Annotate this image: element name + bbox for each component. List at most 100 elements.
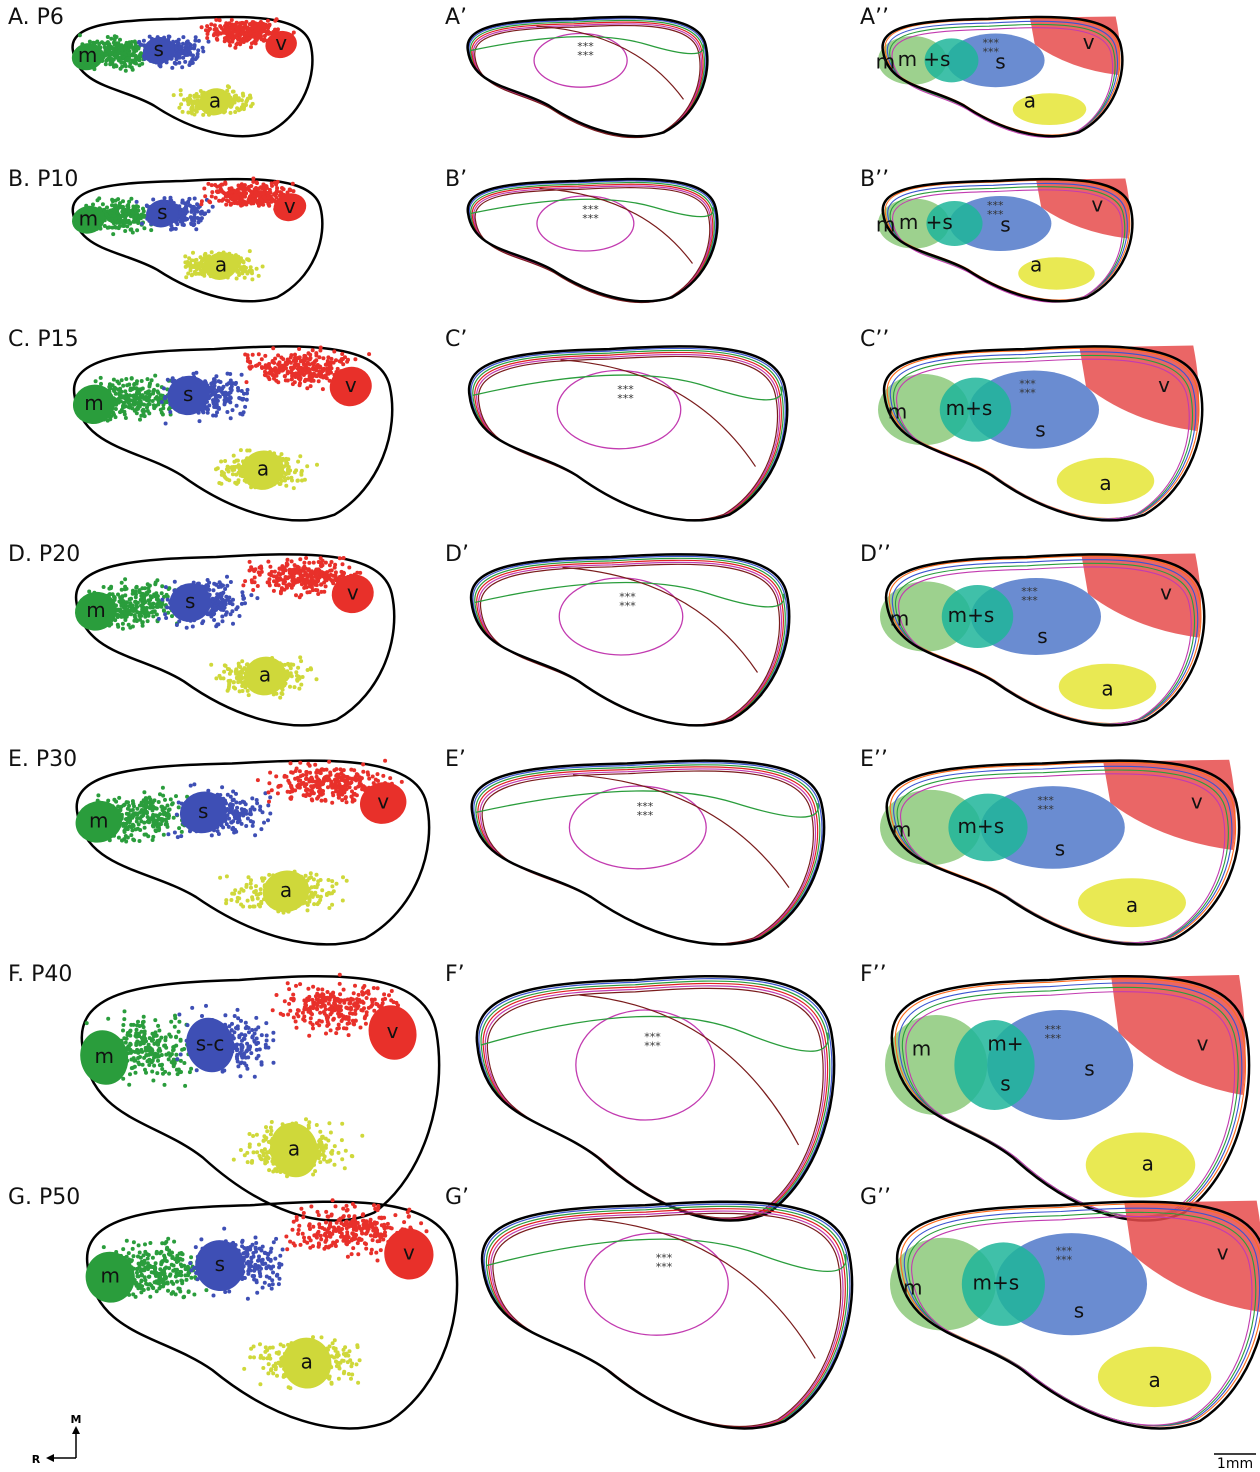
panel-label: E’’ (860, 747, 888, 772)
cell-dot (231, 90, 235, 94)
cell-dot (117, 836, 121, 840)
cell-dot (249, 565, 253, 569)
cell-dot (200, 25, 204, 29)
cell-dot (200, 621, 204, 625)
cell-dot (323, 798, 327, 802)
cell-dot (190, 58, 194, 62)
cell-dot (152, 406, 156, 410)
cell-dot (243, 269, 247, 273)
cell-dot (255, 181, 259, 185)
cell-dot (215, 37, 219, 41)
cell-dot (168, 410, 172, 414)
cell-dot (166, 598, 170, 602)
cell-dot (278, 360, 282, 364)
cell-dot (196, 48, 200, 52)
cell-dot (224, 194, 228, 198)
cell-dot (203, 253, 207, 257)
cell-dot (260, 357, 264, 361)
cell-dot (307, 367, 311, 371)
cell-dot (188, 94, 192, 98)
cell-dot (188, 197, 192, 201)
cell-dot (234, 190, 238, 194)
cell-dot (283, 374, 287, 378)
cell-dot (223, 24, 227, 28)
cell-dot (273, 366, 277, 370)
cell-dot (237, 108, 241, 112)
panel-label: C’’ (860, 327, 889, 352)
cell-dot (138, 53, 142, 57)
cell-dot (105, 58, 109, 62)
cell-dot (211, 205, 215, 209)
cell-dot (293, 363, 297, 367)
cell-dot (137, 822, 141, 826)
cell-dot (130, 604, 134, 608)
panel-label: B’ (445, 167, 467, 192)
cell-dot (124, 69, 128, 73)
cell-dot (286, 779, 290, 783)
cell-dot (175, 623, 179, 627)
cell-dot (221, 825, 225, 829)
cell-dot (265, 186, 269, 190)
cell-dot (185, 217, 189, 221)
cell-dot (294, 468, 298, 472)
cell-dot (214, 196, 218, 200)
cell-dot (240, 31, 244, 35)
cell-dot (101, 202, 105, 206)
cell-dot (151, 610, 155, 614)
cell-dot (235, 31, 239, 35)
cell-dot (320, 570, 324, 574)
cell-dot (127, 604, 131, 608)
area-label: v (1083, 30, 1095, 54)
cell-dot (266, 803, 270, 807)
cell-dot (290, 559, 294, 563)
area-v (1036, 179, 1130, 239)
cell-dot (320, 582, 324, 586)
cell-dot (298, 655, 302, 659)
cell-dot (209, 615, 213, 619)
area-label: a (209, 88, 221, 112)
cell-dot (287, 575, 291, 579)
cell-dot (227, 199, 231, 203)
cell-dot (187, 63, 191, 67)
panel-label: B’’ (860, 167, 889, 192)
area-label: v (1091, 193, 1103, 217)
cell-dot (259, 827, 263, 831)
cell-dot (220, 473, 224, 477)
cell-dot (107, 217, 111, 221)
cell-dot (214, 467, 218, 471)
cell-dot (122, 52, 126, 56)
cell-dot (333, 566, 337, 570)
cell-dot (249, 593, 253, 597)
cell-dot (237, 201, 241, 205)
cell-dot (120, 595, 124, 599)
cell-dot (297, 687, 301, 691)
cell-dot (134, 595, 138, 599)
cell-dot (206, 411, 210, 415)
cell-dot (248, 367, 252, 371)
cell-dot (236, 459, 240, 463)
cell-dot (257, 274, 261, 278)
cell-dot (267, 577, 271, 581)
cell-dot (197, 272, 201, 276)
cell-dot (181, 110, 185, 114)
cell-dot (231, 26, 235, 30)
cell-dot (292, 31, 296, 35)
cell-dot (206, 29, 210, 33)
cell-dot (146, 586, 150, 590)
cell-dot (230, 384, 234, 388)
area-label: m (84, 391, 103, 415)
cell-dot (325, 570, 329, 574)
cell-dot (131, 823, 135, 827)
cell-dot (233, 46, 237, 50)
cell-dot (244, 809, 248, 813)
cell-dot (106, 35, 110, 39)
cell-dot (131, 211, 135, 215)
cell-dot (150, 378, 154, 382)
cell-dot (266, 560, 270, 564)
cell-dot (236, 480, 240, 484)
cell-dot (308, 590, 312, 594)
area-label: m (899, 210, 918, 234)
cell-dot (227, 40, 231, 44)
area-contour (477, 560, 784, 725)
cell-dot (286, 467, 290, 471)
